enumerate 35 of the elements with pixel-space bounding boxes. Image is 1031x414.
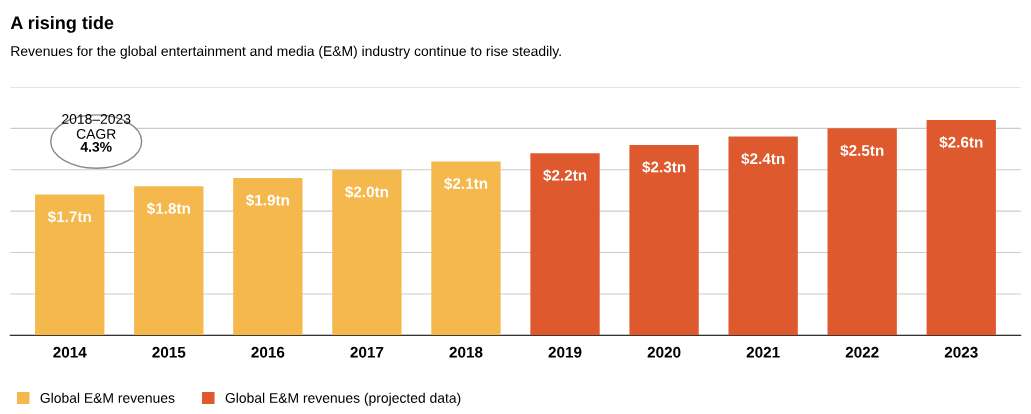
x-tick-label: 2020 [647, 346, 681, 358]
data-label: $2.0tn [345, 185, 389, 199]
bar [332, 169, 402, 336]
bar [530, 153, 600, 336]
data-label: $2.1tn [444, 177, 488, 190]
bar [629, 144, 699, 336]
legend-label: Global E&M revenues [40, 392, 175, 403]
x-tick-label: 2014 [53, 346, 87, 358]
x-tick-label: 2017 [350, 346, 384, 358]
chart-subtitle: Revenues for the global entertainment and media (E&M) industry continue to rise steadily. [11, 45, 561, 59]
x-tick-label: 2021 [746, 346, 780, 358]
bar [431, 161, 501, 336]
data-label: $1.9tn [245, 194, 289, 207]
bar [233, 178, 303, 336]
data-label: $2.4tn [741, 152, 785, 166]
data-label: $2.6tn [939, 136, 983, 149]
x-tick-label: 2022 [845, 346, 879, 358]
x-tick-label: 2018 [449, 346, 483, 358]
data-label: $2.5tn [840, 144, 884, 157]
x-tick-label: 2015 [152, 346, 186, 358]
bar [827, 128, 897, 336]
annotation: 2018–2023 CAGR 4.3% [62, 114, 131, 152]
data-label: $1.7tn [47, 210, 91, 224]
data-label: $2.3tn [642, 160, 686, 174]
bar [134, 186, 204, 336]
bar [728, 136, 798, 336]
data-label: $2.2tn [543, 169, 587, 182]
bar [926, 120, 996, 336]
bar [35, 194, 105, 336]
legend-label: Global E&M revenues (projected data) [225, 392, 461, 406]
chart-title: A rising tide [10, 15, 114, 33]
x-tick-label: 2016 [251, 346, 285, 358]
x-tick-label: 2023 [944, 346, 978, 358]
data-label: $1.8tn [146, 202, 190, 215]
x-tick-label: 2019 [548, 346, 582, 358]
